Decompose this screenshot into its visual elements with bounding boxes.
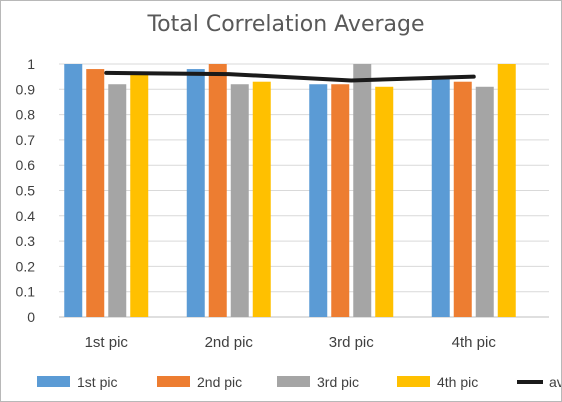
bar-3rd-pic [108,84,127,318]
bar-1st-pic [431,79,450,318]
y-tick-label: 0.3 [16,233,36,249]
legend-label: 2nd pic [197,374,242,390]
bar-4th-pic [497,64,516,317]
y-tick-label: 0 [27,309,35,325]
x-category-label: 3rd pic [329,334,375,351]
legend-label: 4th pic [437,374,478,390]
x-category-label: 4th pic [452,334,497,351]
y-tick-label: 0.1 [16,284,36,300]
bar-1st-pic [64,64,83,317]
bar-1st-pic [186,69,205,317]
y-tick-label: 0.2 [16,258,36,274]
legend-swatch [157,376,190,387]
legend-label: 1st pic [77,374,117,390]
x-category-label: 1st pic [85,334,129,351]
bar-3rd-pic [353,64,372,317]
y-tick-label: 1 [27,56,35,72]
bar-2nd-pic [453,81,472,318]
bar-3rd-pic [475,86,494,318]
y-tick-label: 0.4 [16,208,36,224]
bar-2nd-pic [208,64,227,317]
bar-2nd-pic [331,84,350,318]
bar-3rd-pic [230,84,249,318]
y-tick-label: 0.6 [16,157,36,173]
bar-4th-pic [130,74,149,318]
avg-line [104,70,476,83]
legend-swatch [397,376,430,387]
y-tick-label: 0.5 [16,183,36,199]
bars [64,64,516,318]
bar-1st-pic [309,84,328,318]
bar-4th-pic [375,86,394,318]
bar-2nd-pic [86,69,105,317]
y-axis-ticks: 0 0.1 0.2 0.3 0.4 0.5 0.6 0.7 0.8 0.9 1 [16,56,36,325]
legend-swatch [277,376,310,387]
y-tick-label: 0.7 [16,132,36,148]
x-category-label: 2nd pic [205,334,254,351]
x-axis-categories: 1st pic 2nd pic 3rd pic 4th pic [85,334,497,351]
y-tick-label: 0.9 [16,81,36,97]
avg-line-layer [104,70,476,83]
bar-4th-pic [252,81,271,318]
y-tick-label: 0.8 [16,107,36,123]
legend-label: 3rd pic [317,374,359,390]
chart-title: Total Correlation Average [146,12,424,37]
legend: 1st pic 2nd pic 3rd pic 4th pic avg [37,374,561,390]
legend-label: avg [549,374,561,390]
legend-swatch [37,376,70,387]
